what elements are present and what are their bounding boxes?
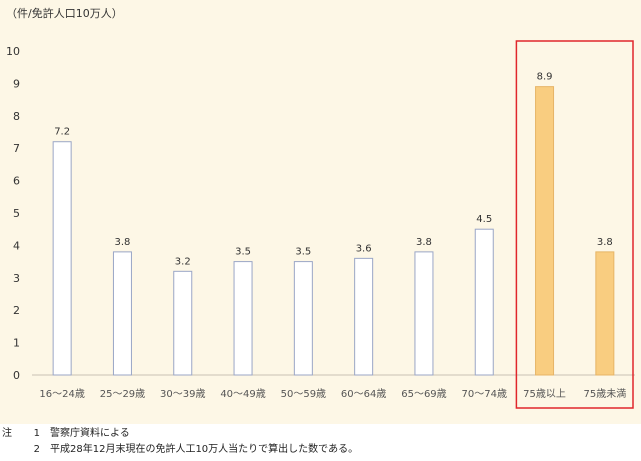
bar	[112, 251, 132, 376]
note-text: 平成28年12月末現在の免許人工10万人当たりで算出した数である。	[50, 444, 359, 455]
x-category-label: 16～24歳	[39, 388, 84, 400]
x-category-label: 65～69歳	[401, 388, 446, 400]
bar	[52, 141, 72, 376]
highlight-box	[515, 40, 634, 409]
y-tick-label: 6	[13, 175, 20, 188]
bar-value-label: 3.2	[175, 256, 191, 267]
bar-value-label: 3.8	[416, 237, 432, 248]
y-tick-label: 5	[13, 207, 20, 220]
x-category-label: 25～29歳	[100, 388, 145, 400]
y-tick-label: 7	[13, 142, 20, 155]
y-tick-label: 8	[13, 110, 20, 123]
bar-value-label: 3.8	[114, 237, 130, 248]
chart-area: （件/免許人口10万人） 0 1 2 3 4 5 6 7 8 9 10 7.2 16～24歳 3.8 25～…	[0, 0, 641, 424]
y-tick-label: 0	[13, 369, 20, 382]
y-tick-label: 3	[13, 272, 20, 285]
x-category-label: 60～64歳	[341, 388, 386, 400]
y-tick-label: 2	[13, 304, 20, 317]
y-tick-label: 1	[13, 337, 20, 350]
bar-chart: 0 1 2 3 4 5 6 7 8 9 10 7.2 16～24歳 3.8 25～29歳 3.2 30～39歳 3…	[6, 40, 635, 409]
bar	[354, 257, 374, 376]
y-tick-label: 9	[13, 77, 20, 90]
note-1: 注 1 警察庁資料による	[0, 426, 641, 442]
bar	[233, 261, 253, 376]
bar	[293, 261, 313, 376]
x-category-label: 50～59歳	[281, 388, 326, 400]
x-category-label: 75歳未満	[583, 388, 626, 400]
y-tick-label: 10	[6, 45, 20, 58]
note-prefix	[0, 442, 20, 458]
bar	[595, 251, 615, 376]
bar	[173, 270, 193, 376]
x-category-label: 75歳以上	[523, 388, 566, 400]
bar-value-label: 8.9	[537, 72, 553, 83]
bar-value-label: 7.2	[54, 127, 70, 138]
bar-value-label: 3.8	[597, 237, 613, 248]
bar	[474, 228, 494, 376]
bar	[414, 251, 434, 376]
bar-value-label: 3.5	[235, 247, 251, 258]
bar-value-label: 3.6	[356, 243, 372, 254]
bar-value-label: 4.5	[476, 214, 492, 225]
y-tick-label: 4	[13, 239, 20, 252]
note-2: 2 平成28年12月末現在の免許人工10万人当たりで算出した数である。	[0, 442, 641, 458]
x-category-label: 40～49歳	[220, 388, 265, 400]
notes: 注 1 警察庁資料による 2 平成28年12月末現在の免許人工10万人当たりで算…	[0, 426, 641, 458]
note-text: 警察庁資料による	[50, 428, 130, 439]
bar	[535, 86, 555, 376]
x-category-label: 30～39歳	[160, 388, 205, 400]
note-prefix: 注	[2, 428, 12, 439]
note-number: 1	[33, 428, 40, 439]
note-number: 2	[33, 444, 40, 455]
y-axis-unit-label: （件/免許人口10万人）	[6, 7, 123, 20]
bar-value-label: 3.5	[295, 247, 311, 258]
x-category-label: 70～74歳	[462, 388, 507, 400]
